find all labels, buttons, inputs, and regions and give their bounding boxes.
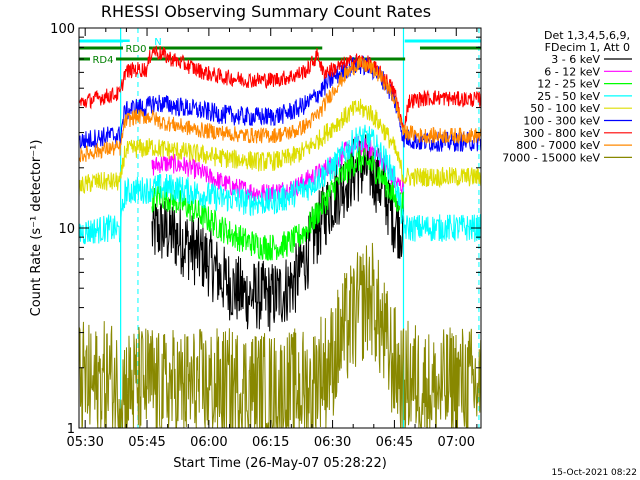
legend-label-300-800-kev: 300 - 800 keV <box>523 127 600 140</box>
interval-label-rd4: RD4 <box>92 55 113 66</box>
interval-label-n: N <box>154 37 161 48</box>
footer-timestamp: 15-Oct-2021 08:22 <box>552 468 637 478</box>
x-tick-label: 05:30 <box>66 435 103 450</box>
legend-label-7000-15000-kev: 7000 - 15000 keV <box>502 151 600 164</box>
series-line-50-100-kev <box>79 98 481 198</box>
series-line-800-7000-kev <box>79 56 481 163</box>
y-axis-ticks: 1 10 100 <box>50 22 481 437</box>
x-tick-label: 05:45 <box>128 435 165 450</box>
observing-intervals: N RD0 RD4 <box>79 35 481 66</box>
interval-label-bg <box>90 53 116 64</box>
series-line-3-6-kev <box>151 133 404 332</box>
series-line-25-50-kev <box>79 124 481 245</box>
y-tick-label: 10 <box>58 222 75 237</box>
legend-label-50-100-kev: 50 - 100 keV <box>530 102 600 115</box>
series-lines <box>79 45 481 428</box>
y-tick-label: 1 <box>67 422 75 437</box>
y-tick-label: 100 <box>50 22 75 37</box>
legend-header-line-2: FDecim 1, Att 0 <box>545 41 630 54</box>
legend-label-800-7000-kev: 800 - 7000 keV <box>516 139 600 152</box>
interval-label-bg <box>123 42 149 53</box>
x-axis-ticks: 05:30 05:45 06:00 06:15 06:30 06:45 07:00 <box>66 28 478 450</box>
legend-label-6-12-kev: 6 - 12 keV <box>544 65 600 78</box>
x-tick-label: 06:45 <box>376 435 413 450</box>
y-axis-label: Count Rate (s⁻¹ detector⁻¹) <box>29 140 44 317</box>
series-line-300-800-kev <box>79 45 481 133</box>
chart-title: RHESSI Observing Summary Count Rates <box>101 2 431 21</box>
x-tick-label: 06:15 <box>252 435 289 450</box>
interval-label-rd0: RD0 <box>125 44 146 55</box>
series-line-12-25-kev <box>151 146 404 261</box>
series-line-7000-15000-kev <box>79 242 481 428</box>
legend-label-25-50-kev: 25 - 50 keV <box>537 90 600 103</box>
x-axis-label: Start Time (26-May-07 05:28:22) <box>173 456 387 471</box>
interval-label-bg <box>145 35 171 46</box>
legend-label-12-25-kev: 12 - 25 keV <box>537 78 600 91</box>
x-tick-label: 06:00 <box>190 435 227 450</box>
legend-label-100-300-kev: 100 - 300 keV <box>523 115 600 128</box>
x-tick-label: 06:30 <box>314 435 351 450</box>
series-line-100-300-kev <box>79 55 481 153</box>
legend-label-3-6-kev: 3 - 6 keV <box>551 53 600 66</box>
legend: Det 1,3,4,5,6,9, FDecim 1, Att 0 3 - 6 k… <box>502 29 632 164</box>
x-tick-label: 07:00 <box>438 435 475 450</box>
plot-area: N RD0 RD4 <box>79 28 481 428</box>
legend-header-line-1: Det 1,3,4,5,6,9, <box>544 29 630 42</box>
